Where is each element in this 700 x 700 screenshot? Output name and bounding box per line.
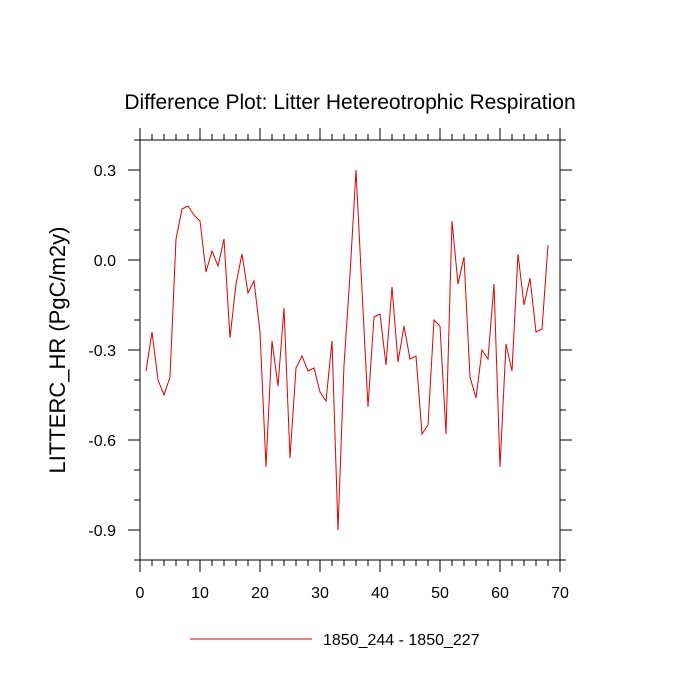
series-group	[145, 169, 549, 531]
y-tick-label: -0.6	[88, 433, 116, 450]
y-tick-label: -0.9	[88, 523, 116, 540]
x-tick-label: 50	[431, 585, 449, 602]
x-tick-label: 20	[251, 585, 269, 602]
series-line-0	[145, 169, 549, 531]
x-tick-label: 40	[371, 585, 389, 602]
y-tick-label: 0.3	[94, 163, 116, 180]
plot-frame	[139, 139, 561, 561]
x-tick-label: 30	[311, 585, 329, 602]
x-tick-label: 70	[551, 585, 569, 602]
axis-ticks	[128, 128, 572, 572]
x-tick-label: 0	[136, 585, 145, 602]
x-tick-label: 10	[191, 585, 209, 602]
y-tick-label: 0.0	[94, 253, 116, 270]
x-tick-label: 60	[491, 585, 509, 602]
legend-label: 1850_244 - 1850_227	[323, 632, 480, 649]
y-axis-label: LITTERC_HR (PgC/m2y)	[45, 227, 70, 474]
chart-title: Difference Plot: Litter Hetereotrophic R…	[124, 91, 575, 114]
y-tick-label: -0.3	[88, 343, 116, 360]
axis-tick-labels: 0 10 20 30 40 50 60 70 0.3 0.0 -0.3 -0.6 -0.9	[88, 163, 569, 602]
legend: 1850_244 - 1850_227	[190, 632, 480, 649]
